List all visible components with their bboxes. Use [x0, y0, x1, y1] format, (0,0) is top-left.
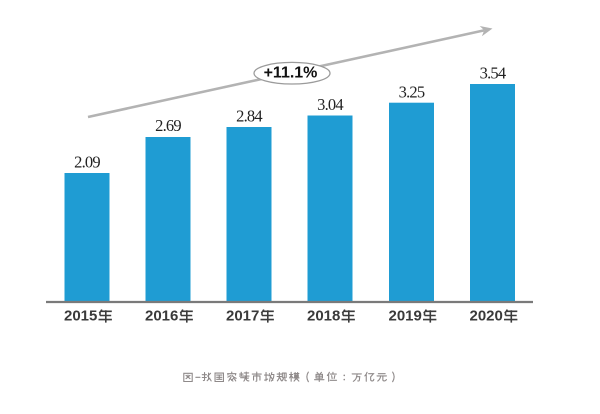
svg-text:2015: 2015: [64, 308, 97, 325]
svg-text:2016: 2016: [145, 308, 178, 325]
svg-text:2.09: 2.09: [74, 153, 100, 172]
svg-text:2.69: 2.69: [155, 116, 181, 135]
svg-text:2018: 2018: [307, 308, 340, 325]
svg-text:2019: 2019: [389, 308, 422, 325]
svg-text:2017: 2017: [226, 308, 259, 325]
svg-text:2.84: 2.84: [236, 107, 262, 126]
svg-text:3.04: 3.04: [317, 95, 343, 114]
svg-text:3.25: 3.25: [399, 83, 425, 102]
svg-text:3.54: 3.54: [480, 64, 506, 83]
svg-text:+11.1%: +11.1%: [264, 65, 318, 82]
svg-text:2020: 2020: [470, 308, 503, 325]
